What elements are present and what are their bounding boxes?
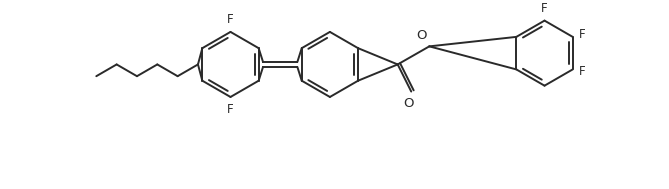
- Text: F: F: [227, 103, 233, 116]
- Text: O: O: [403, 97, 414, 110]
- Text: O: O: [416, 29, 426, 42]
- Text: F: F: [227, 13, 233, 26]
- Text: F: F: [579, 65, 585, 78]
- Text: F: F: [541, 2, 548, 15]
- Text: F: F: [579, 28, 585, 41]
